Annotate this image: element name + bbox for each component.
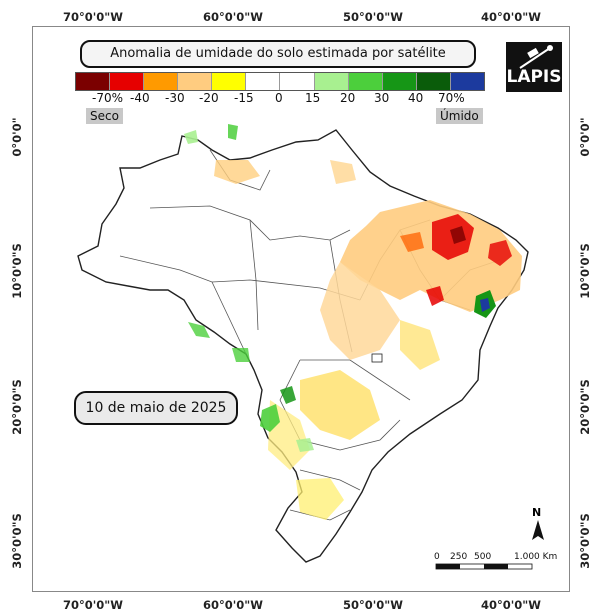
legend-tick: -30 <box>165 91 185 105</box>
scale-bar <box>435 563 533 570</box>
lon-label-50w-bottom: 50°0'0"W <box>343 598 403 612</box>
dry-anomaly-areas <box>214 160 522 520</box>
legend-tick: 0 <box>275 91 283 105</box>
lon-label-40w-top: 40°0'0"W <box>481 10 541 24</box>
legend-color-cell <box>212 73 247 90</box>
lon-label-40w-bottom: 40°0'0"W <box>481 598 541 612</box>
legend-tick: 15 <box>305 91 321 105</box>
federal-district <box>371 353 383 363</box>
legend-color-cell <box>416 73 451 90</box>
lon-label-60w-bottom: 60°0'0"W <box>203 598 263 612</box>
legend-color-cell <box>280 73 315 90</box>
legend-color-cell <box>246 73 281 90</box>
lon-label-70w-bottom: 70°0'0"W <box>63 598 123 612</box>
north-arrow-icon <box>532 520 544 540</box>
legend-tick: 20 <box>340 91 356 105</box>
date-label: 10 de maio de 2025 <box>74 391 238 425</box>
legend-color-cell <box>178 73 213 90</box>
legend-color-cell <box>76 73 111 90</box>
map-title: Anomalia de umidade do solo estimada por… <box>80 40 476 68</box>
legend-tick: 70% <box>438 91 465 105</box>
legend-dry-label: Seco <box>86 108 123 124</box>
legend-tick: -40 <box>130 91 150 105</box>
north-label: N <box>532 506 542 519</box>
legend-tick: 40 <box>408 91 424 105</box>
satellite-icon <box>519 45 553 69</box>
legend-color-cell <box>348 73 383 90</box>
legend-color-cell <box>382 73 417 90</box>
scale-label: 250 <box>450 552 468 562</box>
lon-label-50w-top: 50°0'0"W <box>343 10 403 24</box>
scale-label: 500 <box>474 552 492 562</box>
legend-color-cell <box>450 73 484 90</box>
scale-label: 0 <box>434 552 440 562</box>
legend-color-cell <box>314 73 349 90</box>
legend-color-bar <box>75 72 485 91</box>
legend-color-cell <box>144 73 179 90</box>
logo-text: LAPIS <box>506 67 562 87</box>
map-frame <box>32 26 570 592</box>
scale-label: 1.000 Km <box>514 552 558 562</box>
legend-tick: -70% <box>92 91 124 105</box>
legend-tick: -15 <box>234 91 254 105</box>
lon-label-60w-top: 60°0'0"W <box>203 10 263 24</box>
legend-wet-label: Úmido <box>436 108 483 124</box>
legend-color-cell <box>110 73 145 90</box>
lapis-logo: LAPIS <box>506 42 562 92</box>
legend-tick: 30 <box>374 91 390 105</box>
legend-tick: -20 <box>199 91 219 105</box>
lon-label-70w-top: 70°0'0"W <box>63 10 123 24</box>
wet-anomaly-areas <box>184 124 496 452</box>
